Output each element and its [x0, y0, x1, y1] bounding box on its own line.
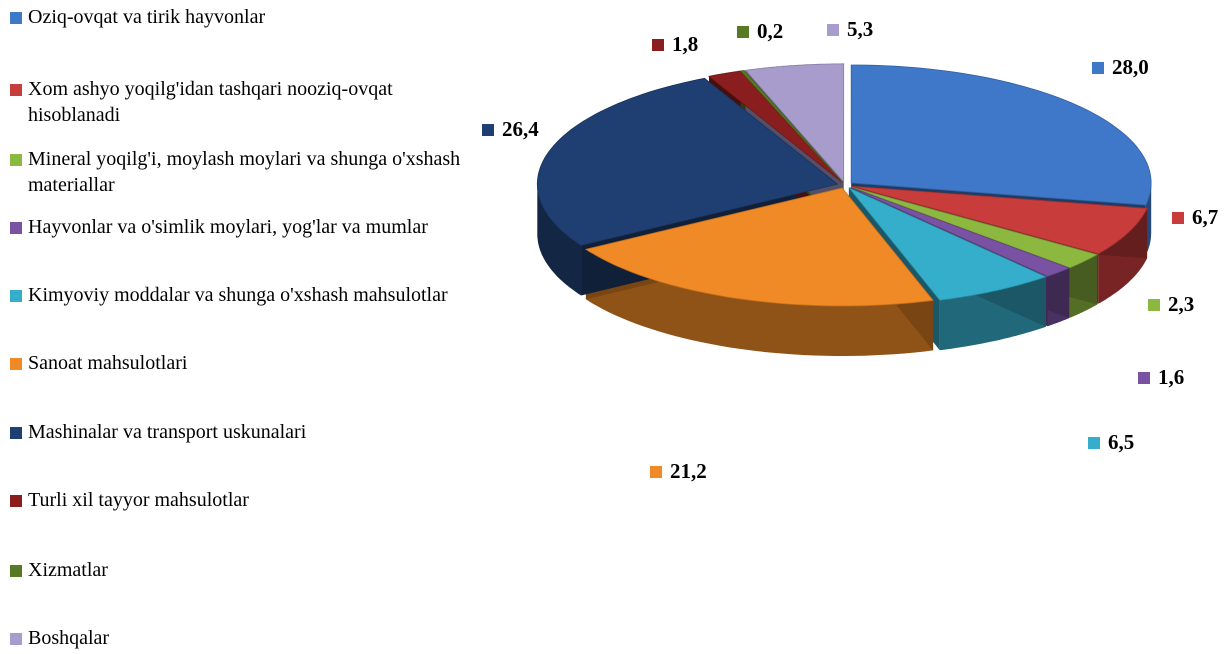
data-label-marker [1092, 62, 1104, 74]
legend-swatch [10, 290, 22, 302]
data-label-marker [652, 39, 664, 51]
legend-swatch [10, 427, 22, 439]
legend-swatch [10, 633, 22, 645]
data-label: 21,2 [670, 459, 707, 483]
slice [708, 70, 843, 183]
legend-swatch [10, 84, 22, 96]
slice-side [1145, 183, 1152, 256]
legend-swatch [10, 565, 22, 577]
legend-label: Oziq-ovqat va tirik hayvonlar [28, 6, 266, 28]
data-label: 28,0 [1112, 55, 1149, 79]
data-label: 5,3 [847, 17, 873, 41]
legend-item: Xizmatlar [8, 557, 468, 583]
data-label: 2,3 [1168, 292, 1194, 316]
legend-label: Xom ashyo yoqilg'idan tashqari nooziq-ov… [28, 78, 393, 126]
data-label-marker [1088, 437, 1100, 449]
data-label: 6,5 [1108, 430, 1134, 454]
legend-label: Mineral yoqilg'i, moylash moylari va shu… [28, 148, 461, 196]
data-label-marker [1172, 212, 1184, 224]
legend-item: Oziq-ovqat va tirik hayvonlar [8, 4, 468, 30]
legend-item: Turli xil tayyor mahsulotlar [8, 487, 468, 513]
tops [536, 63, 1152, 307]
legend-label: Sanoat mahsulotlari [28, 352, 188, 374]
slice [744, 63, 845, 183]
data-label: 1,6 [1158, 365, 1184, 389]
legend-swatch [10, 154, 22, 166]
slice [850, 186, 1071, 277]
slice [852, 185, 1148, 255]
slice [851, 186, 1099, 269]
legend-item: Mineral yoqilg'i, moylash moylari va shu… [8, 146, 468, 198]
slice [739, 70, 843, 183]
legend-label: Hayvonlar va o'simlik moylari, yog'lar v… [28, 216, 428, 238]
slice [848, 187, 1047, 301]
data-label: 0,2 [757, 19, 783, 43]
slice [584, 187, 934, 307]
legend-swatch [10, 495, 22, 507]
slice-side [585, 249, 934, 356]
data-label-marker [650, 466, 662, 478]
slice [850, 64, 1152, 206]
legend-label: Turli xil tayyor mahsulotlar [28, 489, 249, 511]
legend-label: Mashinalar va transport uskunalari [28, 421, 307, 443]
legend-item: Hayvonlar va o'simlik moylari, yog'lar v… [8, 214, 468, 240]
data-label-marker [1138, 372, 1150, 384]
legend-swatch [10, 12, 22, 24]
slice-side [537, 184, 581, 296]
data-label-marker [482, 124, 494, 136]
legend-label: Kimyoviy moddalar va shunga o'xshash mah… [28, 284, 448, 306]
legend-item: Kimyoviy moddalar va shunga o'xshash mah… [8, 282, 468, 308]
legend-label: Xizmatlar [28, 559, 108, 581]
data-label-marker [827, 24, 839, 36]
data-label-marker [1148, 299, 1160, 311]
slice [536, 77, 839, 246]
legend-item: Xom ashyo yoqilg'idan tashqari nooziq-ov… [8, 76, 468, 128]
legend-swatch [10, 358, 22, 370]
data-label: 1,8 [672, 32, 698, 56]
legend-item: Boshqalar [8, 625, 468, 651]
legend-item: Mashinalar va transport uskunalari [8, 419, 468, 445]
data-label: 26,4 [502, 117, 539, 141]
legend-item: Sanoat mahsulotlari [8, 350, 468, 376]
data-label: 6,7 [1192, 205, 1218, 229]
data-label-marker [737, 26, 749, 38]
legend-label: Boshqalar [28, 627, 110, 649]
legend-swatch [10, 222, 22, 234]
